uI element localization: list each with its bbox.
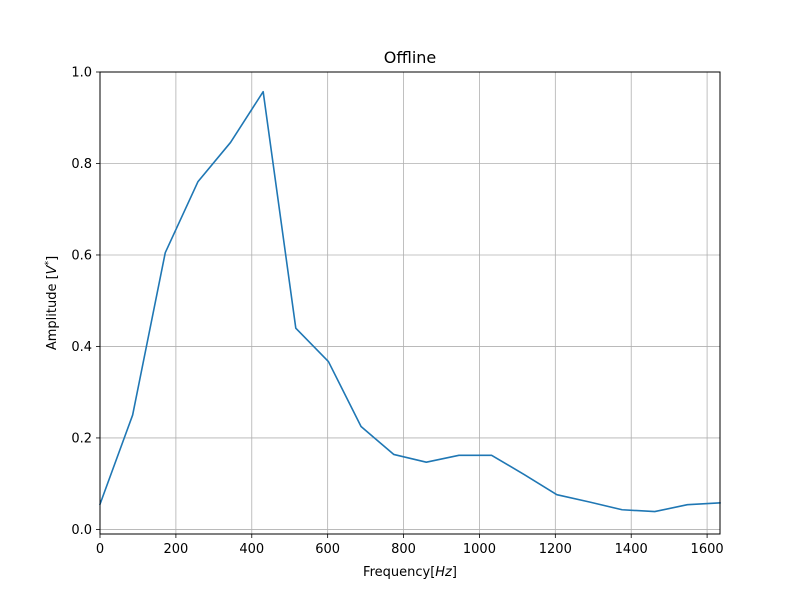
x-tick-label: 1000 <box>463 542 496 557</box>
x-tick-label: 0 <box>96 542 104 557</box>
x-axis-label-suffix: ] <box>452 565 457 580</box>
y-axis-label-superscript: * <box>44 260 54 265</box>
x-tick-label: 1400 <box>615 542 648 557</box>
y-axis-label-suffix: ] <box>45 256 60 261</box>
x-axis-label: Frequency[Hz] <box>363 565 457 580</box>
y-tick-label: 0.4 <box>71 340 92 355</box>
grid-lines <box>99 71 720 534</box>
x-tick-label: 400 <box>239 542 264 557</box>
x-tick-label: 800 <box>391 542 416 557</box>
x-tick-label: 1600 <box>691 542 724 557</box>
y-tick-label: 0.0 <box>71 523 92 538</box>
plot-frame <box>99 71 721 535</box>
x-axis-label-prefix: Frequency[ <box>363 565 435 580</box>
axis-ticks: 0 200 400 600 800 1000 1200 1400 1600 0.0 0.2 0.4 0.… <box>71 66 723 558</box>
y-tick-label: 0.8 <box>71 157 92 172</box>
x-tick-label: 600 <box>315 542 340 557</box>
x-axis-label-unit: Hz <box>435 565 453 580</box>
series-line <box>98 90 721 513</box>
x-tick-label: 200 <box>163 542 188 557</box>
chart-title: Offline <box>384 48 437 67</box>
y-axis-label: Amplitude [V*] <box>44 256 60 350</box>
y-tick-label: 0.2 <box>71 431 92 446</box>
x-tick-label: 1200 <box>539 542 572 557</box>
y-axis-label-unit: V <box>45 264 60 274</box>
y-tick-label: 0.6 <box>71 248 92 263</box>
y-axis-label-prefix: Amplitude [ <box>45 274 60 350</box>
y-tick-label: 1.0 <box>71 66 92 81</box>
series-layer <box>98 90 721 513</box>
